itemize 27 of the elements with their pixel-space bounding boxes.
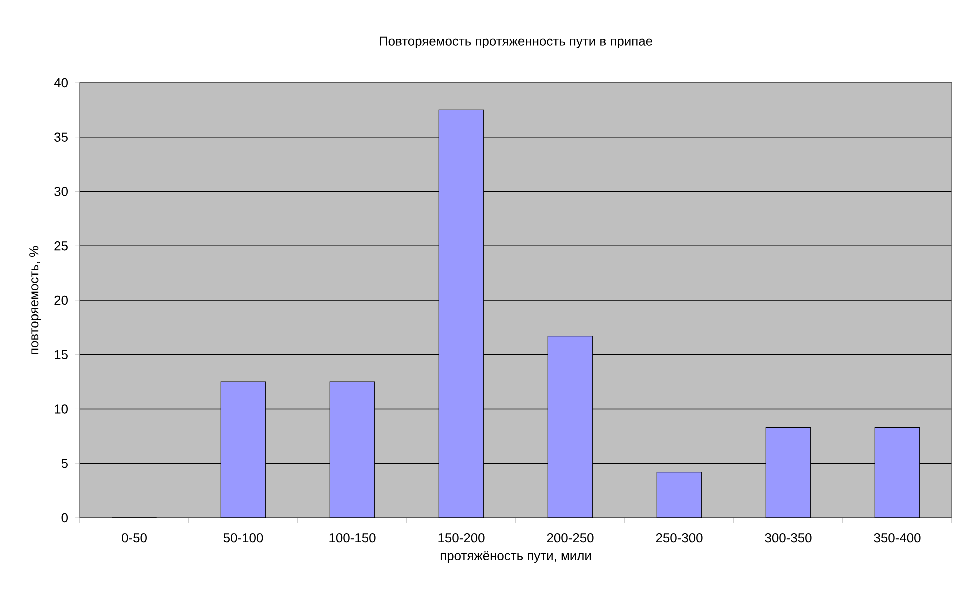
y-tick-label: 0 bbox=[62, 513, 68, 523]
bar bbox=[220, 382, 266, 518]
x-tick-label: 350-400 bbox=[874, 534, 921, 543]
bar bbox=[766, 427, 812, 518]
y-tick-label: 35 bbox=[54, 132, 68, 142]
bar bbox=[548, 336, 594, 518]
chart-title: Повторяемость протяженность пути в припае bbox=[380, 36, 652, 48]
x-tick-label: 100-150 bbox=[330, 534, 376, 543]
y-tick-label: 30 bbox=[54, 187, 68, 196]
y-tick-label: 40 bbox=[54, 78, 68, 88]
x-tick-label: 250-300 bbox=[656, 534, 703, 543]
y-axis-title: повторяемость, % bbox=[30, 246, 42, 354]
y-tick-label: 10 bbox=[55, 404, 68, 414]
y-tick-label: 5 bbox=[62, 459, 68, 468]
x-tick-label: 0-50 bbox=[122, 534, 147, 543]
bar bbox=[438, 110, 484, 518]
bar bbox=[874, 427, 920, 518]
x-tick-label: 300-350 bbox=[765, 534, 812, 543]
x-tick-label: 150-200 bbox=[438, 534, 485, 543]
bar bbox=[656, 472, 702, 518]
x-tick-label: 50-100 bbox=[224, 534, 264, 543]
x-axis-title: протяжёность пути, мили bbox=[440, 552, 592, 564]
y-tick-label: 15 bbox=[55, 350, 68, 360]
bar bbox=[330, 382, 376, 518]
y-tick-label: 20 bbox=[54, 296, 68, 306]
y-tick-label: 25 bbox=[54, 242, 68, 251]
x-tick-label: 200-250 bbox=[547, 534, 594, 543]
